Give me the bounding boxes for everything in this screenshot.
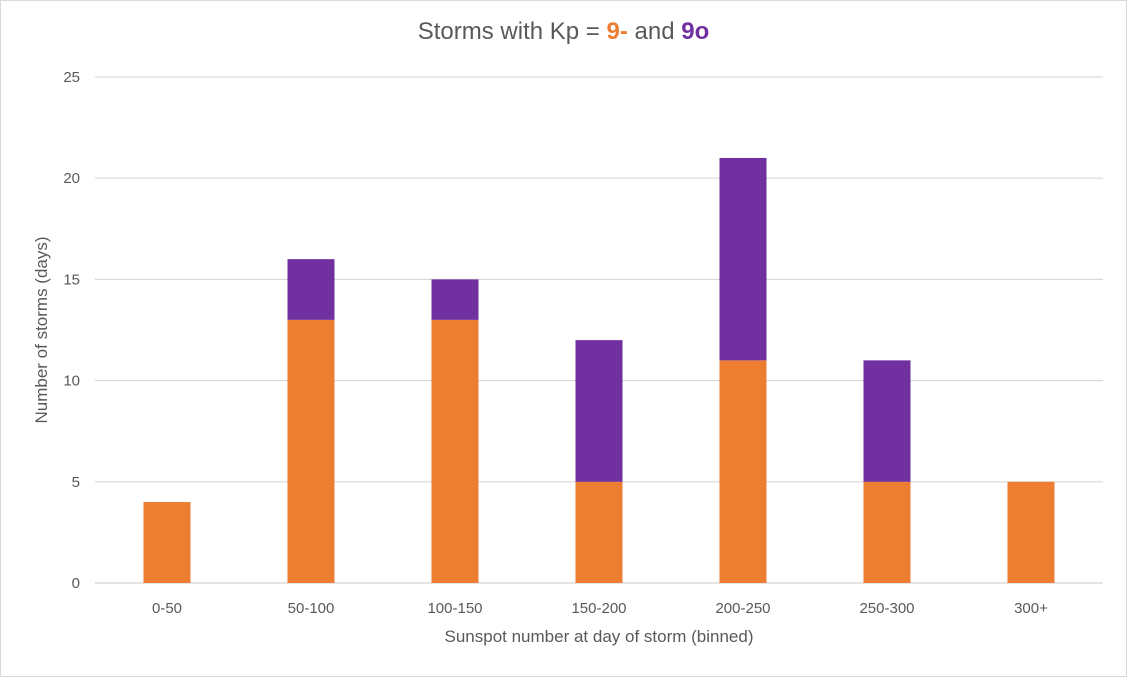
- bar-series1-250-300: [863, 481, 911, 583]
- bar-series1-150-200: [575, 481, 623, 583]
- y-tick-label: 15: [63, 271, 80, 288]
- y-tick-label: 25: [63, 69, 80, 86]
- bar-series2-100-150: [431, 279, 479, 320]
- bar-series1-300+: [1007, 481, 1055, 583]
- y-tick-label: 20: [63, 170, 80, 187]
- y-axis-title: Number of storms (days): [32, 236, 51, 423]
- bar-series1-0-50: [143, 502, 191, 583]
- x-tick-label: 300+: [1014, 600, 1048, 617]
- chart-title-series1: 9-: [606, 18, 628, 45]
- y-tick-label: 10: [63, 373, 80, 390]
- x-tick-label: 200-250: [715, 600, 770, 617]
- bar-series2-150-200: [575, 340, 623, 482]
- x-tick-label: 0-50: [152, 600, 182, 617]
- y-tick-labels: 0 5 10 15 20 25: [63, 69, 80, 592]
- x-tick-label: 50-100: [288, 600, 335, 617]
- x-tick-label: 150-200: [571, 600, 626, 617]
- chart-title-prefix: Storms with Kp =: [417, 18, 607, 45]
- x-tick-label: 100-150: [427, 600, 482, 617]
- bar-series1-200-250: [719, 360, 767, 583]
- bar-series2-50-100: [287, 259, 335, 320]
- y-tick-label: 5: [72, 474, 80, 491]
- x-tick-labels: 0-50 50-100 100-150 150-200 200-250 250-300 30…: [152, 600, 1048, 617]
- bar-series2-200-250: [719, 157, 767, 361]
- bars: [143, 157, 1055, 583]
- x-tick-label: 250-300: [859, 600, 914, 617]
- chart-title-connector: and: [627, 18, 682, 45]
- bar-series1-50-100: [287, 319, 335, 583]
- y-tick-label: 0: [72, 575, 80, 592]
- bar-series2-250-300: [863, 360, 911, 482]
- bar-series1-100-150: [431, 319, 479, 583]
- chart-title-series2: 9o: [681, 18, 710, 45]
- x-axis-title: Sunspot number at day of storm (binned): [445, 627, 754, 646]
- chart-title: Storms with Kp = 9- and 9o: [0, 18, 1127, 46]
